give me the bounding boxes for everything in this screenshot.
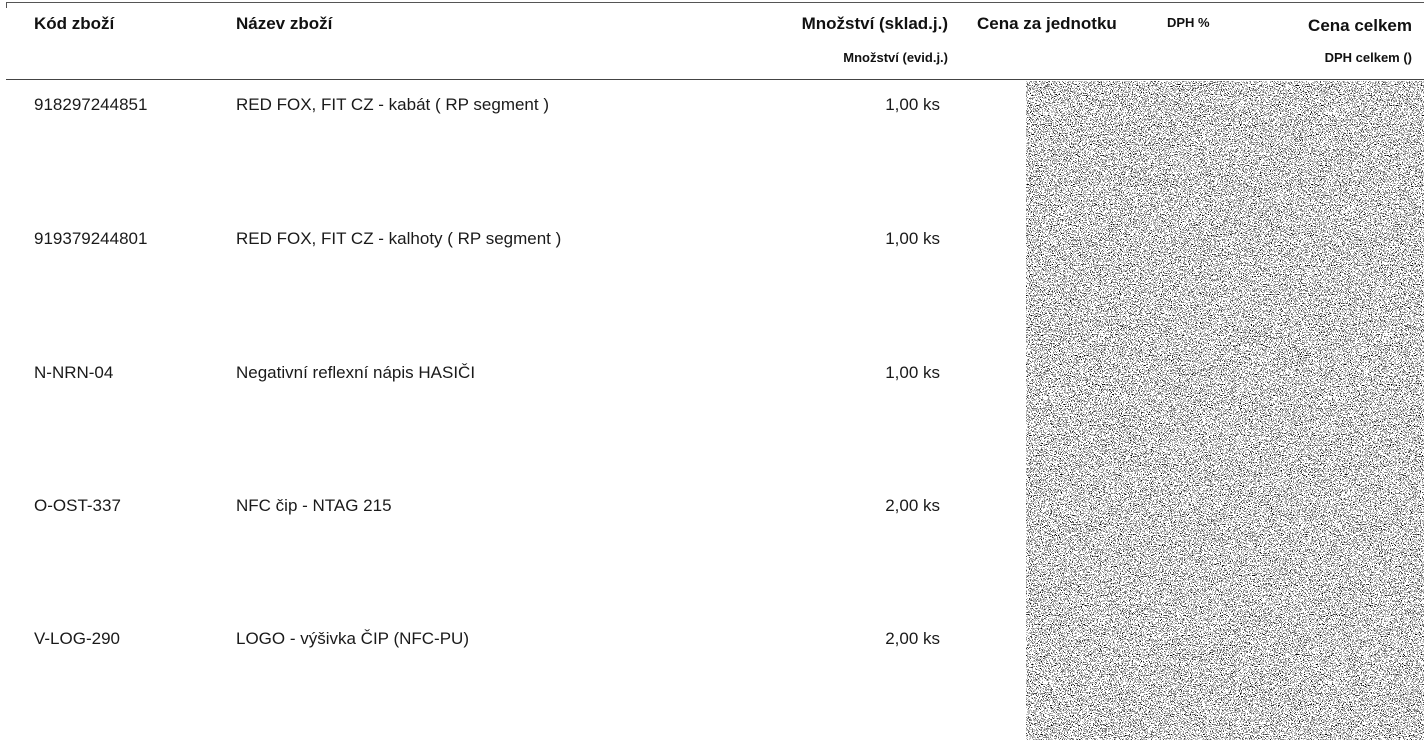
row-code: O-OST-337	[34, 496, 121, 515]
row-name: Negativní reflexní nápis HASIČI	[236, 363, 476, 382]
row-qty: 1,00 ks	[885, 229, 940, 248]
redacted-price-area	[1026, 81, 1424, 740]
row-name: LOGO - výšivka ČIP (NFC-PU)	[236, 629, 469, 648]
row-qty: 2,00 ks	[885, 629, 940, 648]
header-vat-total: DPH celkem ()	[1324, 50, 1412, 65]
row-name: NFC čip - NTAG 215	[236, 496, 392, 515]
header-vat-pct: DPH %	[1167, 15, 1210, 30]
row-name: RED FOX, FIT CZ - kalhoty ( RP segment )	[236, 229, 562, 248]
header-name: Název zboží	[236, 14, 333, 33]
row-name: RED FOX, FIT CZ - kabát ( RP segment )	[236, 95, 549, 114]
header-unit-price: Cena za jednotku	[977, 14, 1117, 33]
header-separator	[6, 79, 1424, 80]
row-qty: 1,00 ks	[885, 363, 940, 382]
left-border	[6, 2, 7, 8]
row-code: N-NRN-04	[34, 363, 114, 382]
row-code: V-LOG-290	[34, 629, 120, 648]
row-qty: 2,00 ks	[885, 496, 940, 515]
row-code: 919379244801	[34, 229, 148, 248]
header-total: Cena celkem	[1308, 16, 1412, 35]
row-qty: 1,00 ks	[885, 95, 940, 114]
header-qty-stock: Množství (sklad.j.)	[801, 14, 948, 33]
header-qty-evid: Množství (evid.j.)	[843, 50, 948, 65]
top-border	[6, 2, 1424, 3]
row-code: 918297244851	[34, 95, 148, 114]
header-code: Kód zboží	[34, 14, 115, 33]
